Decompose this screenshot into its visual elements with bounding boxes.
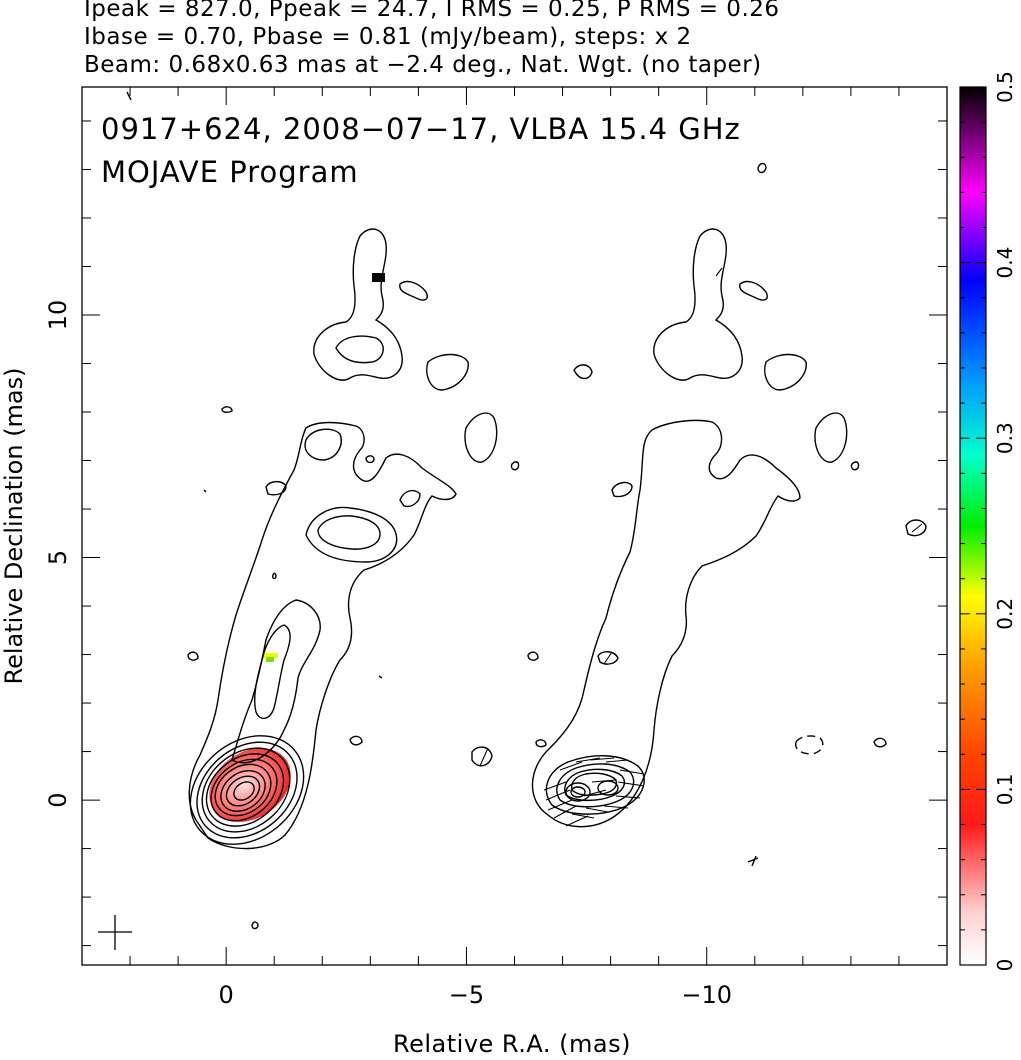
x-tick-label: 0 — [219, 981, 234, 1009]
x-axis-label: Relative R.A. (mas) — [393, 1030, 631, 1058]
jet-pol-pixel-green — [266, 657, 274, 662]
colorbar-tick-label: 0.2 — [993, 598, 1017, 630]
contour-right-5-far — [905, 519, 927, 537]
contour-6-left — [265, 480, 287, 496]
evpa-ticks — [479, 267, 923, 827]
contour-small-2-5 — [378, 675, 383, 679]
contour-mid-blob-2 — [317, 515, 381, 550]
contour-north-inner — [335, 335, 384, 364]
x-tick-labels: 0 −5 −10 — [219, 981, 733, 1009]
contour-right-13-blob — [757, 162, 767, 174]
contour-right-north — [653, 228, 743, 381]
north-pol-pixel — [372, 273, 385, 282]
header-line-2: Ibase = 0.70, Pbase = 0.81 (mJy/beam), s… — [84, 24, 692, 50]
y-tick-labels: 0 5 10 — [44, 300, 72, 808]
core-nested-contours-right — [545, 755, 645, 815]
colorbar-tick-label: 0.3 — [993, 422, 1017, 454]
contour-north-left — [313, 228, 403, 381]
contour-right-7 — [850, 461, 860, 471]
contour-right-1-dash — [795, 735, 824, 755]
right-panel-contours — [479, 162, 927, 867]
inner-contour-left-3 — [253, 624, 291, 719]
colorbar-tick-label: 0.1 — [993, 773, 1017, 805]
contour-small-left8 — [221, 406, 233, 414]
outer-contour-left — [188, 421, 457, 850]
contour-small-right-minus6 — [535, 739, 547, 748]
plot-title: 0917+624, 2008−07−17, VLBA 15.4 GHz — [101, 112, 741, 146]
contour-right-9-left — [573, 364, 593, 380]
y-tick-label: 0 — [44, 792, 72, 807]
contour-right-8-far — [814, 412, 848, 463]
contour-small-left-bottom — [251, 921, 259, 930]
contour-small-68 — [510, 461, 520, 471]
contour-north-east-blob — [399, 280, 428, 301]
contour-small-4-5 — [272, 572, 277, 580]
jet-pol-pixel-yellow — [262, 653, 278, 658]
colorbar-labels: 0 0.1 0.2 0.3 0.4 0.5 — [993, 71, 1017, 971]
inner-contour-left-2 — [231, 599, 321, 764]
colorbar-tick-label: 0.4 — [993, 247, 1017, 279]
y-axis-label: Relative Declination (mas) — [0, 367, 28, 684]
contour-6-right — [399, 489, 421, 508]
contour-9-right — [426, 353, 469, 391]
contour-8-far — [464, 412, 498, 463]
colorbar-ticks — [960, 86, 986, 966]
x-tick-label: −10 — [681, 981, 732, 1009]
header-line-1: Ipeak = 827.0, Ppeak = 24.7, I RMS = 0.2… — [84, 0, 780, 22]
contour-right-6 — [611, 481, 633, 498]
contour-right-9 — [764, 353, 807, 391]
y-tick-label: 10 — [44, 300, 72, 331]
core-nested-contours-left — [189, 735, 305, 845]
contour-small-right-3 — [527, 651, 539, 661]
header-line-3: Beam: 0.68x0.63 mas at −2.4 deg., Nat. W… — [84, 52, 762, 78]
outer-contour-right — [531, 419, 801, 828]
left-panel-contours — [98, 91, 547, 950]
contour-small-3left — [187, 651, 199, 661]
contour-small-blob-right1 — [471, 746, 493, 767]
plot-frame — [81, 86, 948, 966]
contour-upper-blob — [304, 428, 342, 461]
contour-mid-blob-1 — [305, 506, 398, 563]
contour-right-1-far — [873, 737, 887, 748]
colorbar-tick-label: 0 — [993, 959, 1017, 972]
colorbar-tick-label: 0.5 — [993, 71, 1017, 103]
contour-right-minus1 — [747, 855, 759, 867]
contour-small-tick-left — [203, 489, 207, 493]
y-tick-label: 5 — [44, 550, 72, 565]
beam-cross — [98, 915, 132, 950]
colorbar — [959, 86, 987, 966]
plot-subtitle: MOJAVE Program — [101, 155, 359, 189]
contour-small-7 — [365, 455, 375, 464]
axis-ticks — [82, 87, 947, 965]
contour-small-top-tick — [126, 91, 132, 101]
x-tick-label: −5 — [449, 981, 484, 1009]
contour-small-1 — [349, 735, 363, 746]
contour-right-north-east — [739, 280, 768, 301]
